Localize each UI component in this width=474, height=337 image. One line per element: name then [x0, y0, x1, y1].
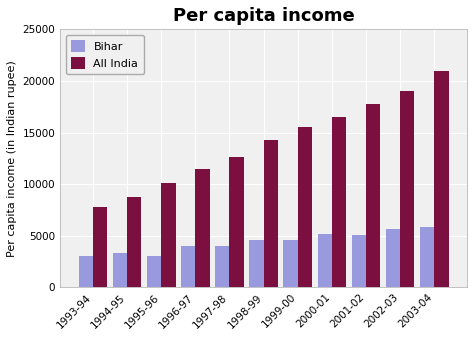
Bar — [229, 157, 244, 287]
Bar — [400, 91, 414, 287]
Bar — [386, 228, 400, 287]
Bar — [181, 246, 195, 287]
Title: Per capita income: Per capita income — [173, 7, 355, 25]
Bar — [332, 117, 346, 287]
Bar — [420, 227, 434, 287]
Bar — [215, 246, 229, 287]
Y-axis label: Per capita income (in Indian rupee): Per capita income (in Indian rupee) — [7, 60, 17, 257]
Bar — [113, 253, 127, 287]
Bar — [318, 234, 332, 287]
Bar — [352, 235, 366, 287]
Bar — [127, 196, 141, 287]
Bar — [161, 183, 175, 287]
Bar — [283, 240, 298, 287]
Bar — [434, 70, 448, 287]
Bar — [195, 168, 210, 287]
Bar — [249, 240, 264, 287]
Bar — [264, 140, 278, 287]
Bar — [147, 256, 161, 287]
Bar — [366, 103, 380, 287]
Bar — [298, 127, 312, 287]
Legend: Bihar, All India: Bihar, All India — [66, 35, 144, 74]
Bar — [79, 256, 93, 287]
Bar — [93, 207, 107, 287]
